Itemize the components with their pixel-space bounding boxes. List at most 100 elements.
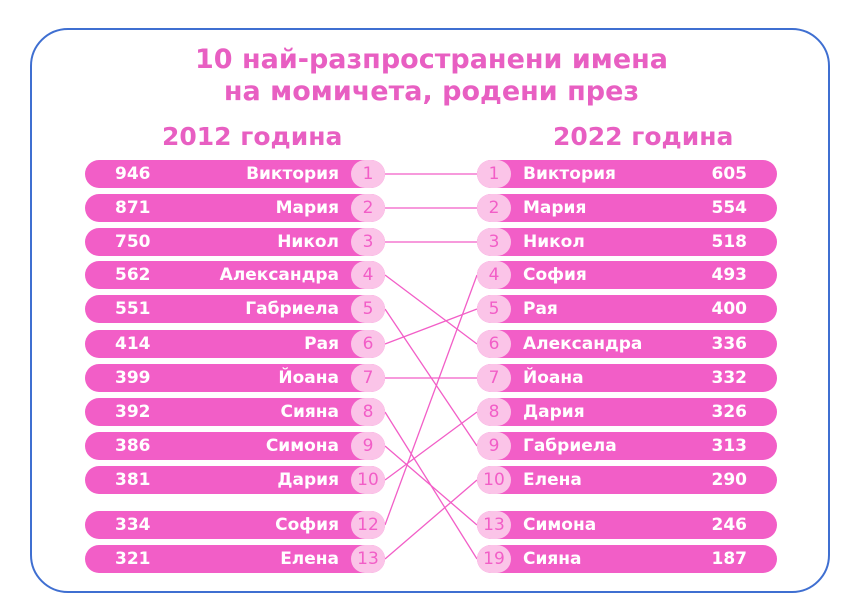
connector-line (384, 274, 478, 526)
right-row-value: 554 (711, 198, 748, 218)
left-row-name: Йоана (278, 368, 339, 388)
right-row-name: София (523, 265, 587, 285)
right-year-label: 2022 година (553, 122, 734, 151)
right-row-name: Симона (523, 515, 597, 535)
right-row-rank: 5 (477, 295, 511, 323)
left-row-name: Сияна (280, 402, 339, 422)
right-row-rank: 13 (477, 511, 511, 539)
right-row: 19 Сияна 187 (477, 545, 777, 573)
left-year-label: 2012 година (162, 122, 343, 151)
left-row-rank: 1 (351, 160, 385, 188)
right-row-value: 326 (711, 402, 748, 422)
connector-line (384, 411, 478, 481)
left-row-name: Елена (280, 549, 339, 569)
left-row-name: Виктория (246, 164, 339, 184)
left-row-value: 871 (115, 198, 151, 218)
left-row-rank: 6 (351, 330, 385, 358)
connector-line (384, 445, 478, 526)
left-row-name: Симона (265, 436, 339, 456)
right-row-name: Рая (523, 299, 558, 319)
left-row: 321 Елена 13 (85, 545, 385, 573)
left-row-rank: 2 (351, 194, 385, 222)
left-row-value: 414 (115, 334, 151, 354)
left-row-rank: 10 (351, 466, 385, 494)
right-row-value: 290 (711, 470, 748, 490)
left-row-value: 386 (115, 436, 151, 456)
right-row: 9 Габриела 313 (477, 432, 777, 460)
left-row: 399 Йоана 7 (85, 364, 385, 392)
right-row-name: Сияна (523, 549, 582, 569)
right-row-rank: 10 (477, 466, 511, 494)
left-row-value: 321 (115, 549, 151, 569)
right-row-rank: 7 (477, 364, 511, 392)
right-row-rank: 6 (477, 330, 511, 358)
left-row-name: Мария (275, 198, 339, 218)
left-row: 562 Александра 4 (85, 261, 385, 289)
left-row-value: 551 (115, 299, 151, 319)
right-row-value: 493 (711, 265, 748, 285)
right-row-name: Никол (523, 232, 585, 252)
chart-title-line2: на момичета, родени през (223, 76, 640, 107)
chart-title-line1: 10 най-разпространени имена (194, 44, 669, 75)
right-row-value: 187 (711, 549, 748, 569)
right-row-rank: 19 (477, 545, 511, 573)
right-row: 7 Йоана 332 (477, 364, 777, 392)
right-row-rank: 9 (477, 432, 511, 460)
right-row-value: 518 (711, 232, 748, 252)
right-row-value: 246 (711, 515, 748, 535)
left-row-name: Дария (277, 470, 339, 490)
left-row-rank: 5 (351, 295, 385, 323)
left-row-value: 334 (115, 515, 151, 535)
right-row: 4 София 493 (477, 261, 777, 289)
right-row: 3 Никол 518 (477, 228, 777, 256)
left-row-value: 946 (115, 164, 151, 184)
left-row: 334 София 12 (85, 511, 385, 539)
right-row-name: Елена (523, 470, 582, 490)
right-row-value: 313 (711, 436, 748, 456)
left-row-rank: 12 (351, 511, 385, 539)
left-row-name: София (275, 515, 339, 535)
right-row-rank: 4 (477, 261, 511, 289)
right-row-value: 332 (711, 368, 748, 388)
right-row: 6 Александра 336 (477, 330, 777, 358)
right-row-name: Мария (523, 198, 587, 218)
right-row-name: Йоана (523, 368, 584, 388)
left-row-name: Габриела (245, 299, 339, 319)
left-row: 551 Габриела 5 (85, 295, 385, 323)
left-row: 381 Дария 10 (85, 466, 385, 494)
right-row-rank: 2 (477, 194, 511, 222)
right-row-rank: 8 (477, 398, 511, 426)
connector-line (384, 274, 478, 345)
left-row-rank: 8 (351, 398, 385, 426)
left-row-name: Александра (219, 265, 339, 285)
left-row: 414 Рая 6 (85, 330, 385, 358)
right-row: 8 Дария 326 (477, 398, 777, 426)
left-row-rank: 9 (351, 432, 385, 460)
left-row: 946 Виктория 1 (85, 160, 385, 188)
left-row-rank: 4 (351, 261, 385, 289)
right-row: 5 Рая 400 (477, 295, 777, 323)
left-row-rank: 13 (351, 545, 385, 573)
right-row-rank: 1 (477, 160, 511, 188)
right-row-name: Габриела (523, 436, 617, 456)
right-row: 13 Симона 246 (477, 511, 777, 539)
right-row: 2 Мария 554 (477, 194, 777, 222)
left-row-name: Рая (304, 334, 339, 354)
right-row: 1 Виктория 605 (477, 160, 777, 188)
left-row-rank: 7 (351, 364, 385, 392)
connector-line (384, 479, 478, 560)
left-row-value: 399 (115, 368, 151, 388)
left-row: 392 Сияна 8 (85, 398, 385, 426)
right-row: 10 Елена 290 (477, 466, 777, 494)
right-row-value: 605 (711, 164, 748, 184)
right-row-name: Виктория (523, 164, 616, 184)
left-row-value: 562 (115, 265, 151, 285)
left-row-name: Никол (277, 232, 339, 252)
right-row-name: Дария (523, 402, 585, 422)
right-row-value: 400 (711, 299, 748, 319)
right-row-value: 336 (711, 334, 748, 354)
left-row: 871 Мария 2 (85, 194, 385, 222)
left-row-value: 750 (115, 232, 151, 252)
left-row: 750 Никол 3 (85, 228, 385, 256)
